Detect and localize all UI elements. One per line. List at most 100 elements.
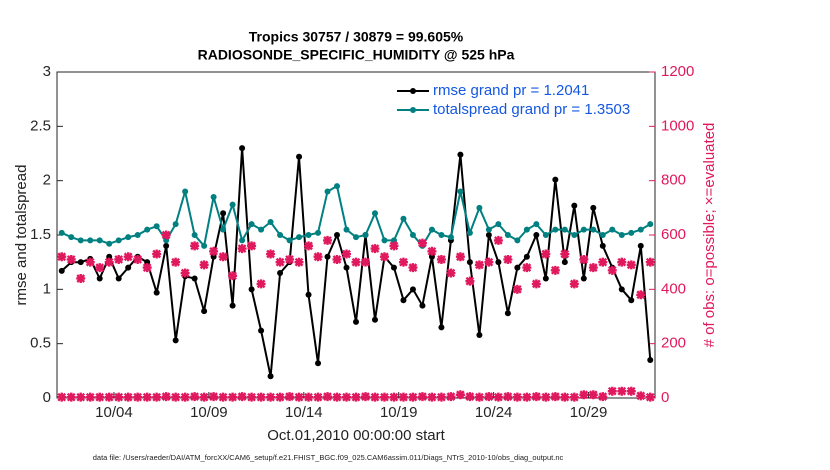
data-point xyxy=(267,373,274,380)
obs-marker xyxy=(607,265,617,275)
obs-marker xyxy=(455,390,465,400)
obs-marker xyxy=(417,238,427,248)
data-point xyxy=(334,183,341,190)
obs-marker xyxy=(247,241,257,251)
data-point xyxy=(561,259,568,266)
obs-marker xyxy=(446,392,456,402)
data-point xyxy=(428,253,435,260)
data-point xyxy=(552,176,559,183)
x-tick-label: 10/24 xyxy=(475,404,513,421)
obs-marker xyxy=(285,392,295,402)
footnote: data file: /Users/raeder/DAI/ATM_forcXX/… xyxy=(93,453,564,462)
obs-marker xyxy=(133,254,143,264)
data-point xyxy=(618,286,625,293)
obs-marker xyxy=(598,392,608,402)
obs-marker xyxy=(294,392,304,402)
obs-marker xyxy=(171,257,181,267)
data-point xyxy=(400,215,407,222)
obs-marker xyxy=(379,392,389,402)
obs-marker xyxy=(569,279,579,289)
obs-marker xyxy=(228,392,238,402)
obs-marker xyxy=(190,241,200,251)
obs-marker xyxy=(626,386,636,396)
obs-marker xyxy=(285,254,295,264)
data-point xyxy=(210,253,217,260)
data-point xyxy=(637,226,644,233)
data-point xyxy=(96,237,103,244)
data-point xyxy=(571,202,578,209)
obs-marker xyxy=(247,392,257,402)
data-point xyxy=(258,226,265,233)
obs-marker xyxy=(465,276,475,286)
y-tick-label: 2 xyxy=(43,172,51,189)
obs-marker xyxy=(417,392,427,402)
obs-marker xyxy=(484,257,494,267)
obs-marker xyxy=(493,235,503,245)
obs-marker xyxy=(436,254,446,264)
y-tick-label: 3 xyxy=(43,63,51,80)
data-point xyxy=(334,232,341,238)
data-point xyxy=(590,204,597,211)
data-point xyxy=(220,210,227,217)
data-point xyxy=(96,275,103,282)
data-point xyxy=(172,221,179,228)
y-axis-label: rmse and totalspread xyxy=(13,165,30,306)
data-point xyxy=(618,232,625,238)
obs-marker xyxy=(266,392,276,402)
obs-marker xyxy=(114,392,124,402)
y-tick-label: 0.5 xyxy=(30,335,51,352)
obs-marker xyxy=(123,252,133,262)
y2-tick-label: 0 xyxy=(661,389,669,406)
data-point xyxy=(485,232,492,238)
obs-marker xyxy=(57,252,67,262)
data-point xyxy=(315,360,322,367)
obs-marker xyxy=(550,265,560,275)
data-point xyxy=(542,275,549,282)
data-point xyxy=(647,356,654,363)
obs-marker xyxy=(304,241,314,251)
data-point xyxy=(125,234,132,241)
data-point xyxy=(647,221,654,228)
obs-marker xyxy=(161,230,171,240)
data-point xyxy=(296,234,303,241)
obs-marker xyxy=(218,252,228,262)
y2-tick-label: 600 xyxy=(661,226,686,243)
obs-marker xyxy=(569,392,579,402)
legend: rmse grand pr = 1.2041 totalspread grand … xyxy=(393,78,649,124)
data-point xyxy=(495,221,502,228)
obs-marker xyxy=(190,392,200,402)
data-point xyxy=(87,237,94,244)
obs-marker xyxy=(161,392,171,402)
obs-marker xyxy=(512,284,522,294)
obs-marker xyxy=(332,392,342,402)
legend-box xyxy=(393,78,649,124)
obs-marker xyxy=(370,244,380,254)
obs-marker xyxy=(228,271,238,281)
data-point xyxy=(400,297,407,304)
obs-marker xyxy=(360,257,370,267)
data-point xyxy=(248,286,255,293)
y2-tick-label: 1000 xyxy=(661,117,694,134)
data-point xyxy=(381,237,388,244)
obs-marker xyxy=(180,268,190,278)
x-tick-label: 10/09 xyxy=(190,404,228,421)
obs-marker xyxy=(66,392,76,402)
data-point xyxy=(523,226,530,233)
y2-tick-label: 800 xyxy=(661,172,686,189)
obs-marker xyxy=(142,263,152,273)
data-point xyxy=(210,193,217,200)
obs-marker xyxy=(531,279,541,289)
obs-marker xyxy=(512,392,522,402)
chart-title: Tropics 30757 / 30879 = 99.605% xyxy=(249,29,464,45)
obs-marker xyxy=(275,257,285,267)
obs-marker xyxy=(522,392,532,402)
obs-marker xyxy=(465,392,475,402)
obs-marker xyxy=(266,249,276,259)
data-point xyxy=(153,223,160,230)
obs-marker xyxy=(503,254,513,264)
data-point xyxy=(324,253,331,260)
data-point xyxy=(580,226,587,233)
legend-marker xyxy=(410,88,416,94)
obs-marker xyxy=(588,263,598,273)
data-point xyxy=(229,302,236,309)
